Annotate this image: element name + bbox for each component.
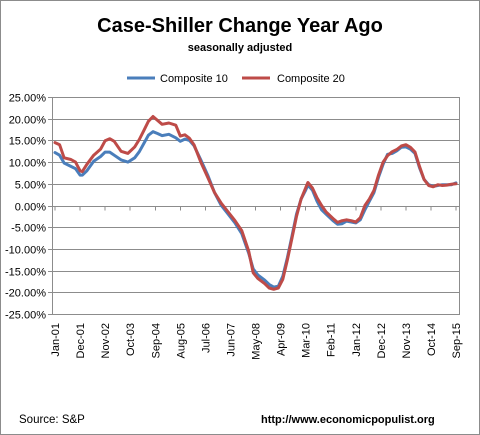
y-tick-label: -5.00% (11, 223, 46, 235)
y-tick-label: -20.00% (5, 288, 46, 300)
y-tick-label: -10.00% (5, 245, 46, 257)
x-tick-label: Jul-06 (200, 323, 212, 353)
source-label: Source: S&P (19, 414, 85, 426)
x-tick-label: May-08 (251, 323, 263, 360)
x-tick-label: Jan-01 (50, 323, 62, 357)
y-tick-label: 5.00% (15, 180, 46, 192)
x-tick-label: Oct-14 (426, 323, 438, 356)
x-tick-label: Dec-12 (376, 323, 388, 358)
y-tick-label: 0.00% (15, 202, 46, 214)
series-line-composite-20 (53, 115, 458, 291)
x-tick-label: Sep-04 (150, 323, 162, 358)
y-tick-label: -15.00% (5, 267, 46, 279)
y-tick-label: 20.00% (9, 115, 47, 127)
y-tick-label: -25.00% (5, 310, 46, 322)
legend-label: Composite 10 (160, 73, 228, 85)
chart-subtitle: seasonally adjusted (188, 42, 293, 54)
x-tick-label: Feb-11 (326, 323, 338, 357)
y-tick-label: 25.00% (9, 93, 47, 105)
x-tick-label: Apr-09 (276, 323, 288, 356)
x-tick-label: Nov-02 (100, 323, 112, 358)
legend-label: Composite 20 (277, 73, 345, 85)
x-tick-label: Aug-05 (175, 323, 187, 358)
x-tick-label: Sep-15 (451, 323, 463, 358)
x-tick-label: Nov-13 (401, 323, 413, 358)
y-tick-label: 15.00% (9, 136, 47, 148)
x-tick-label: Dec-01 (75, 323, 87, 358)
x-tick-label: Jun-07 (225, 323, 237, 357)
series-lines (53, 115, 458, 291)
chart-title: Case-Shiller Change Year Ago (97, 15, 383, 37)
legend: Composite 10 Composite 20 (127, 73, 345, 85)
x-tick-label: Oct-03 (125, 323, 137, 356)
source-url[interactable]: http://www.economicpopulist.org (261, 414, 435, 426)
x-axis-ticks: Jan-01 Dec-01 Nov-02 Oct-03 Sep-04 Aug-05 Jul-… (50, 323, 463, 360)
y-axis-ticks: 25.00% 20.00% 15.00% 10.00% 5.00% 0.00% -5.00%… (5, 93, 46, 322)
y-tick-label: 10.00% (9, 158, 47, 170)
x-tick-label: Mar-10 (301, 323, 313, 358)
gridlines (48, 97, 460, 315)
x-tick-label: Jan-12 (351, 323, 363, 357)
